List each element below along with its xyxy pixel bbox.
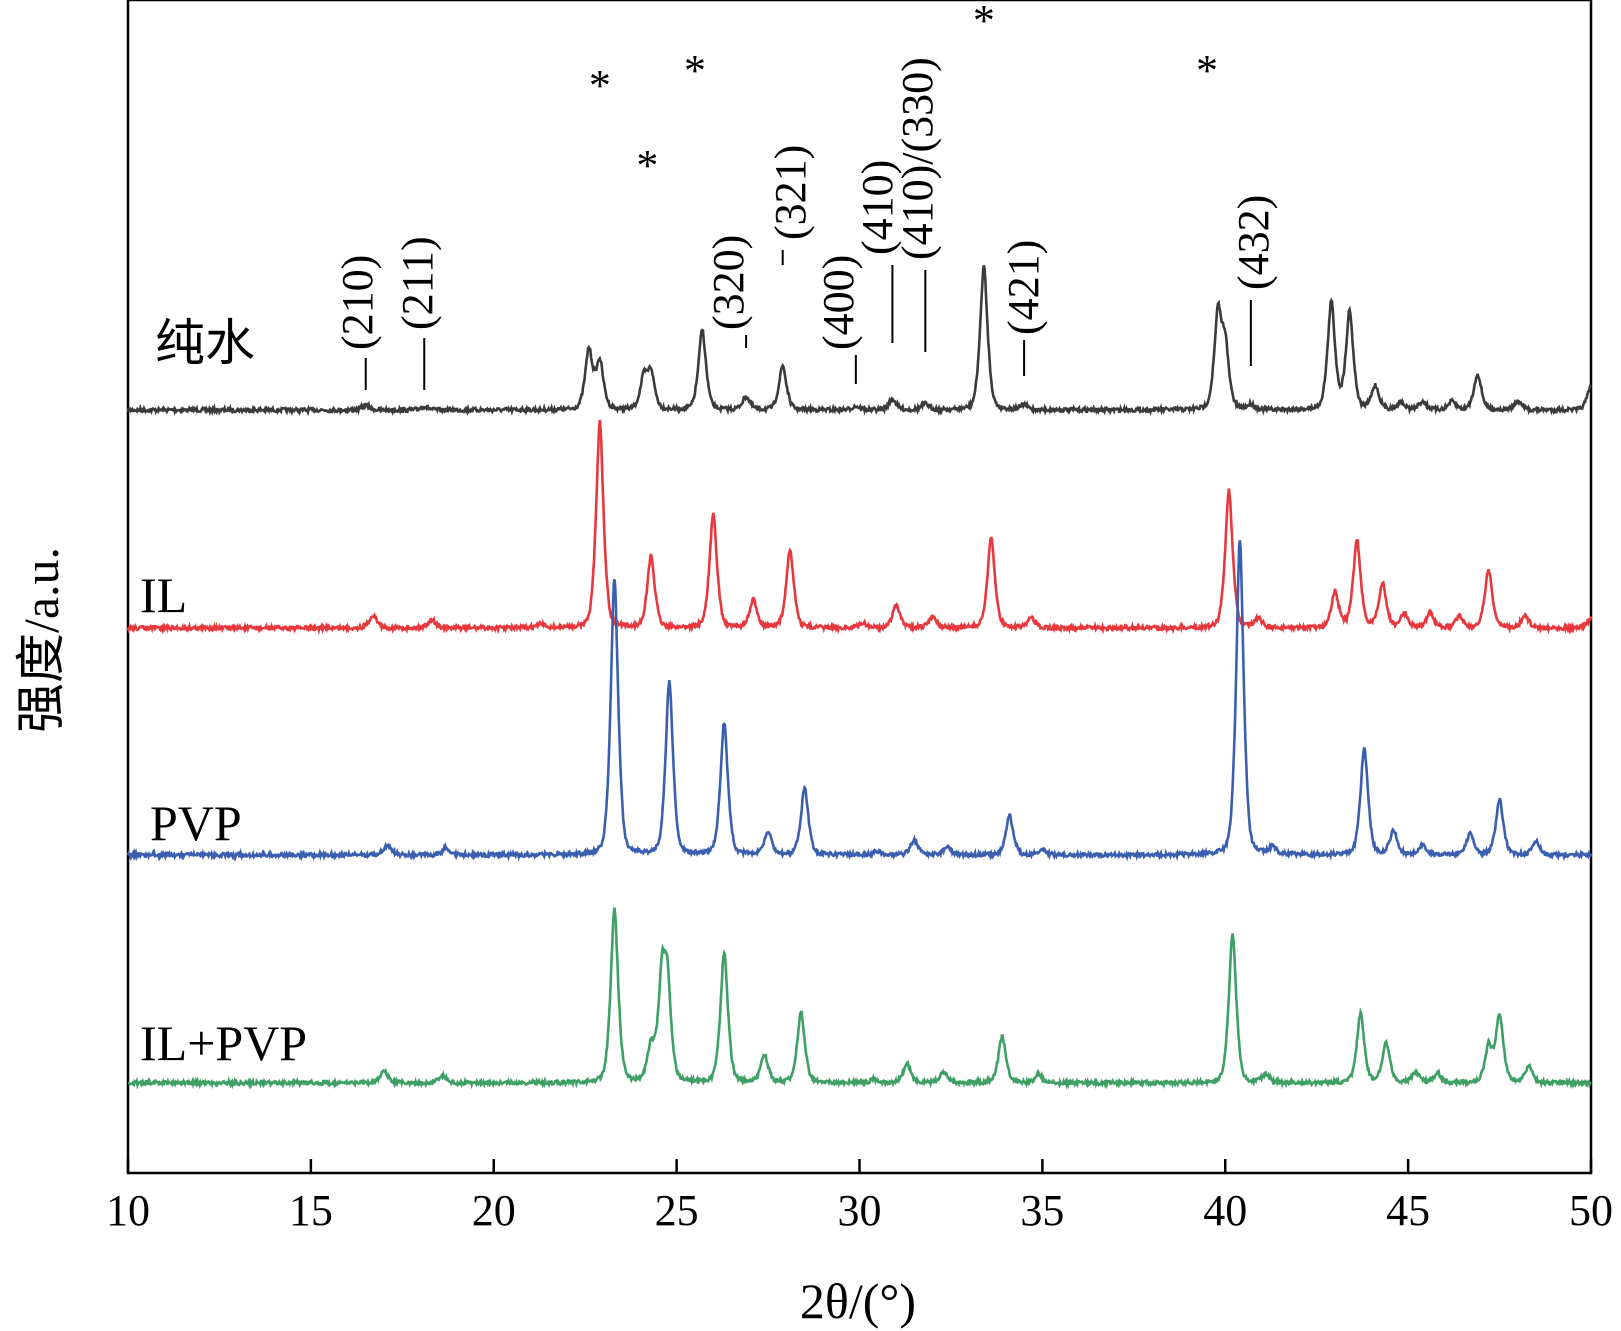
x-tick-label: 30: [838, 1186, 882, 1235]
asterisk-marker: *: [973, 0, 995, 45]
reflection-label: (410): [853, 160, 902, 255]
x-tick-label: 35: [1020, 1186, 1064, 1235]
reflection-label: (320): [704, 235, 753, 330]
x-tick-label: 40: [1203, 1186, 1247, 1235]
reflection-label: (410)/(330): [893, 57, 942, 260]
series-label-il-pvp: IL+PVP: [140, 1015, 307, 1071]
series-label-pvp: PVP: [150, 795, 242, 851]
x-axis-title: 2θ/(°): [800, 1273, 916, 1329]
reflection-label: (432): [1229, 195, 1278, 290]
reflection-label: (321): [766, 145, 815, 240]
series-layer: [126, 265, 1593, 1090]
series-label-water: 纯水: [155, 315, 255, 371]
reflection-label: (210): [333, 255, 382, 350]
reflection-label: (421): [999, 240, 1048, 335]
series-line-3: [128, 907, 1592, 1090]
series-line-0: [126, 265, 1592, 417]
asterisk-marker: *: [684, 46, 706, 95]
x-axis: 10 15 20 25 30 35 40 45 50: [106, 1159, 1613, 1235]
x-tick-label: 15: [289, 1186, 333, 1235]
asterisk-marker: *: [1196, 46, 1218, 95]
asterisk-marker: *: [636, 141, 658, 190]
reflection-label: (211): [393, 236, 442, 330]
x-tick-label: 25: [655, 1186, 699, 1235]
y-axis-title: 强度/a.u.: [13, 547, 69, 733]
series-line-1: [126, 419, 1593, 636]
x-tick-label: 20: [472, 1186, 516, 1235]
reflection-label: (400): [814, 255, 863, 350]
x-tick-label: 50: [1569, 1186, 1613, 1235]
series-label-il: IL: [140, 567, 187, 623]
x-tick-label: 45: [1386, 1186, 1430, 1235]
annotation-layer: (210) (211) (320) (321) (400)(410)(410)/(330…: [333, 0, 1278, 390]
asterisk-marker: *: [589, 61, 611, 110]
x-tick-label: 10: [106, 1186, 150, 1235]
series-line-2: [126, 540, 1593, 862]
